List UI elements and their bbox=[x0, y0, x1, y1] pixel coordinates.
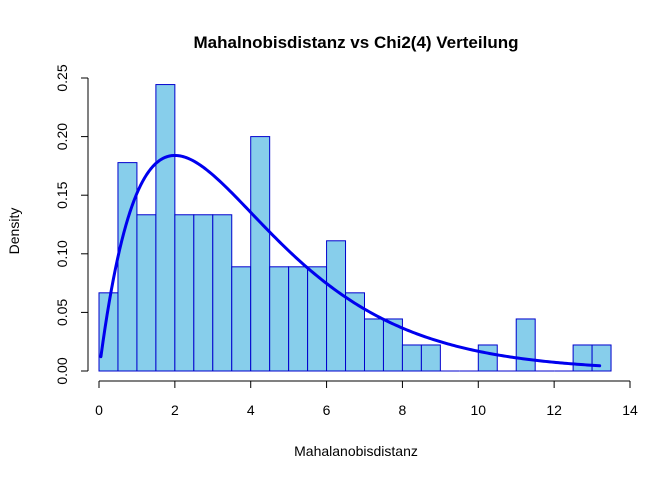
histogram-bar-25 bbox=[572, 344, 593, 372]
histogram-bar-9 bbox=[269, 266, 290, 372]
x-tick-label: 0 bbox=[95, 402, 103, 418]
histogram-bar-17 bbox=[420, 344, 441, 372]
y-axis-label: Density bbox=[6, 208, 22, 255]
x-tick-label: 10 bbox=[470, 402, 486, 418]
histogram-bar-26 bbox=[591, 344, 612, 372]
histogram-bar-12 bbox=[326, 240, 347, 372]
y-tick-label: 0.20 bbox=[54, 123, 70, 150]
histogram-bar-10 bbox=[288, 266, 309, 372]
y-axis: 0.00 0.05 0.10 0.15 0.20 0.25 bbox=[54, 64, 89, 385]
y-tick-label: 0.00 bbox=[54, 357, 70, 384]
histogram-bar-6 bbox=[212, 214, 233, 372]
histogram-bars bbox=[98, 84, 612, 372]
chi-squared-density-curve bbox=[99, 153, 602, 368]
histogram-bar-20 bbox=[477, 344, 498, 372]
histogram-bar-22 bbox=[515, 318, 536, 372]
y-tick-label: 0.10 bbox=[54, 240, 70, 267]
histogram-bar-8 bbox=[250, 136, 271, 372]
x-tick-label: 14 bbox=[622, 402, 638, 418]
histogram-bar-3 bbox=[155, 84, 176, 372]
histogram-bar-7 bbox=[231, 266, 252, 372]
chart-title: Mahalnobisdistanz vs Chi2(4) Verteilung bbox=[194, 33, 519, 52]
density-curve-layer bbox=[99, 153, 602, 368]
x-tick-label: 8 bbox=[399, 402, 407, 418]
histogram-bar-1 bbox=[117, 162, 138, 372]
y-tick-label: 0.15 bbox=[54, 181, 70, 208]
x-axis-label: Mahalanobisdistanz bbox=[294, 443, 418, 459]
histogram-bar-2 bbox=[136, 214, 157, 372]
x-axis: 0 2 4 6 8 10 12 14 bbox=[95, 380, 638, 418]
x-tick-label: 12 bbox=[546, 402, 562, 418]
x-tick-label: 2 bbox=[171, 402, 179, 418]
histogram-bar-14 bbox=[364, 318, 384, 372]
histogram-bar-5 bbox=[193, 214, 214, 372]
x-tick-label: 4 bbox=[247, 402, 255, 418]
histogram-bar-16 bbox=[401, 344, 422, 372]
y-tick-label: 0.05 bbox=[54, 299, 70, 326]
histogram-bar-4 bbox=[174, 214, 195, 372]
x-tick-label: 6 bbox=[323, 402, 331, 418]
y-tick-label: 0.25 bbox=[54, 64, 70, 91]
